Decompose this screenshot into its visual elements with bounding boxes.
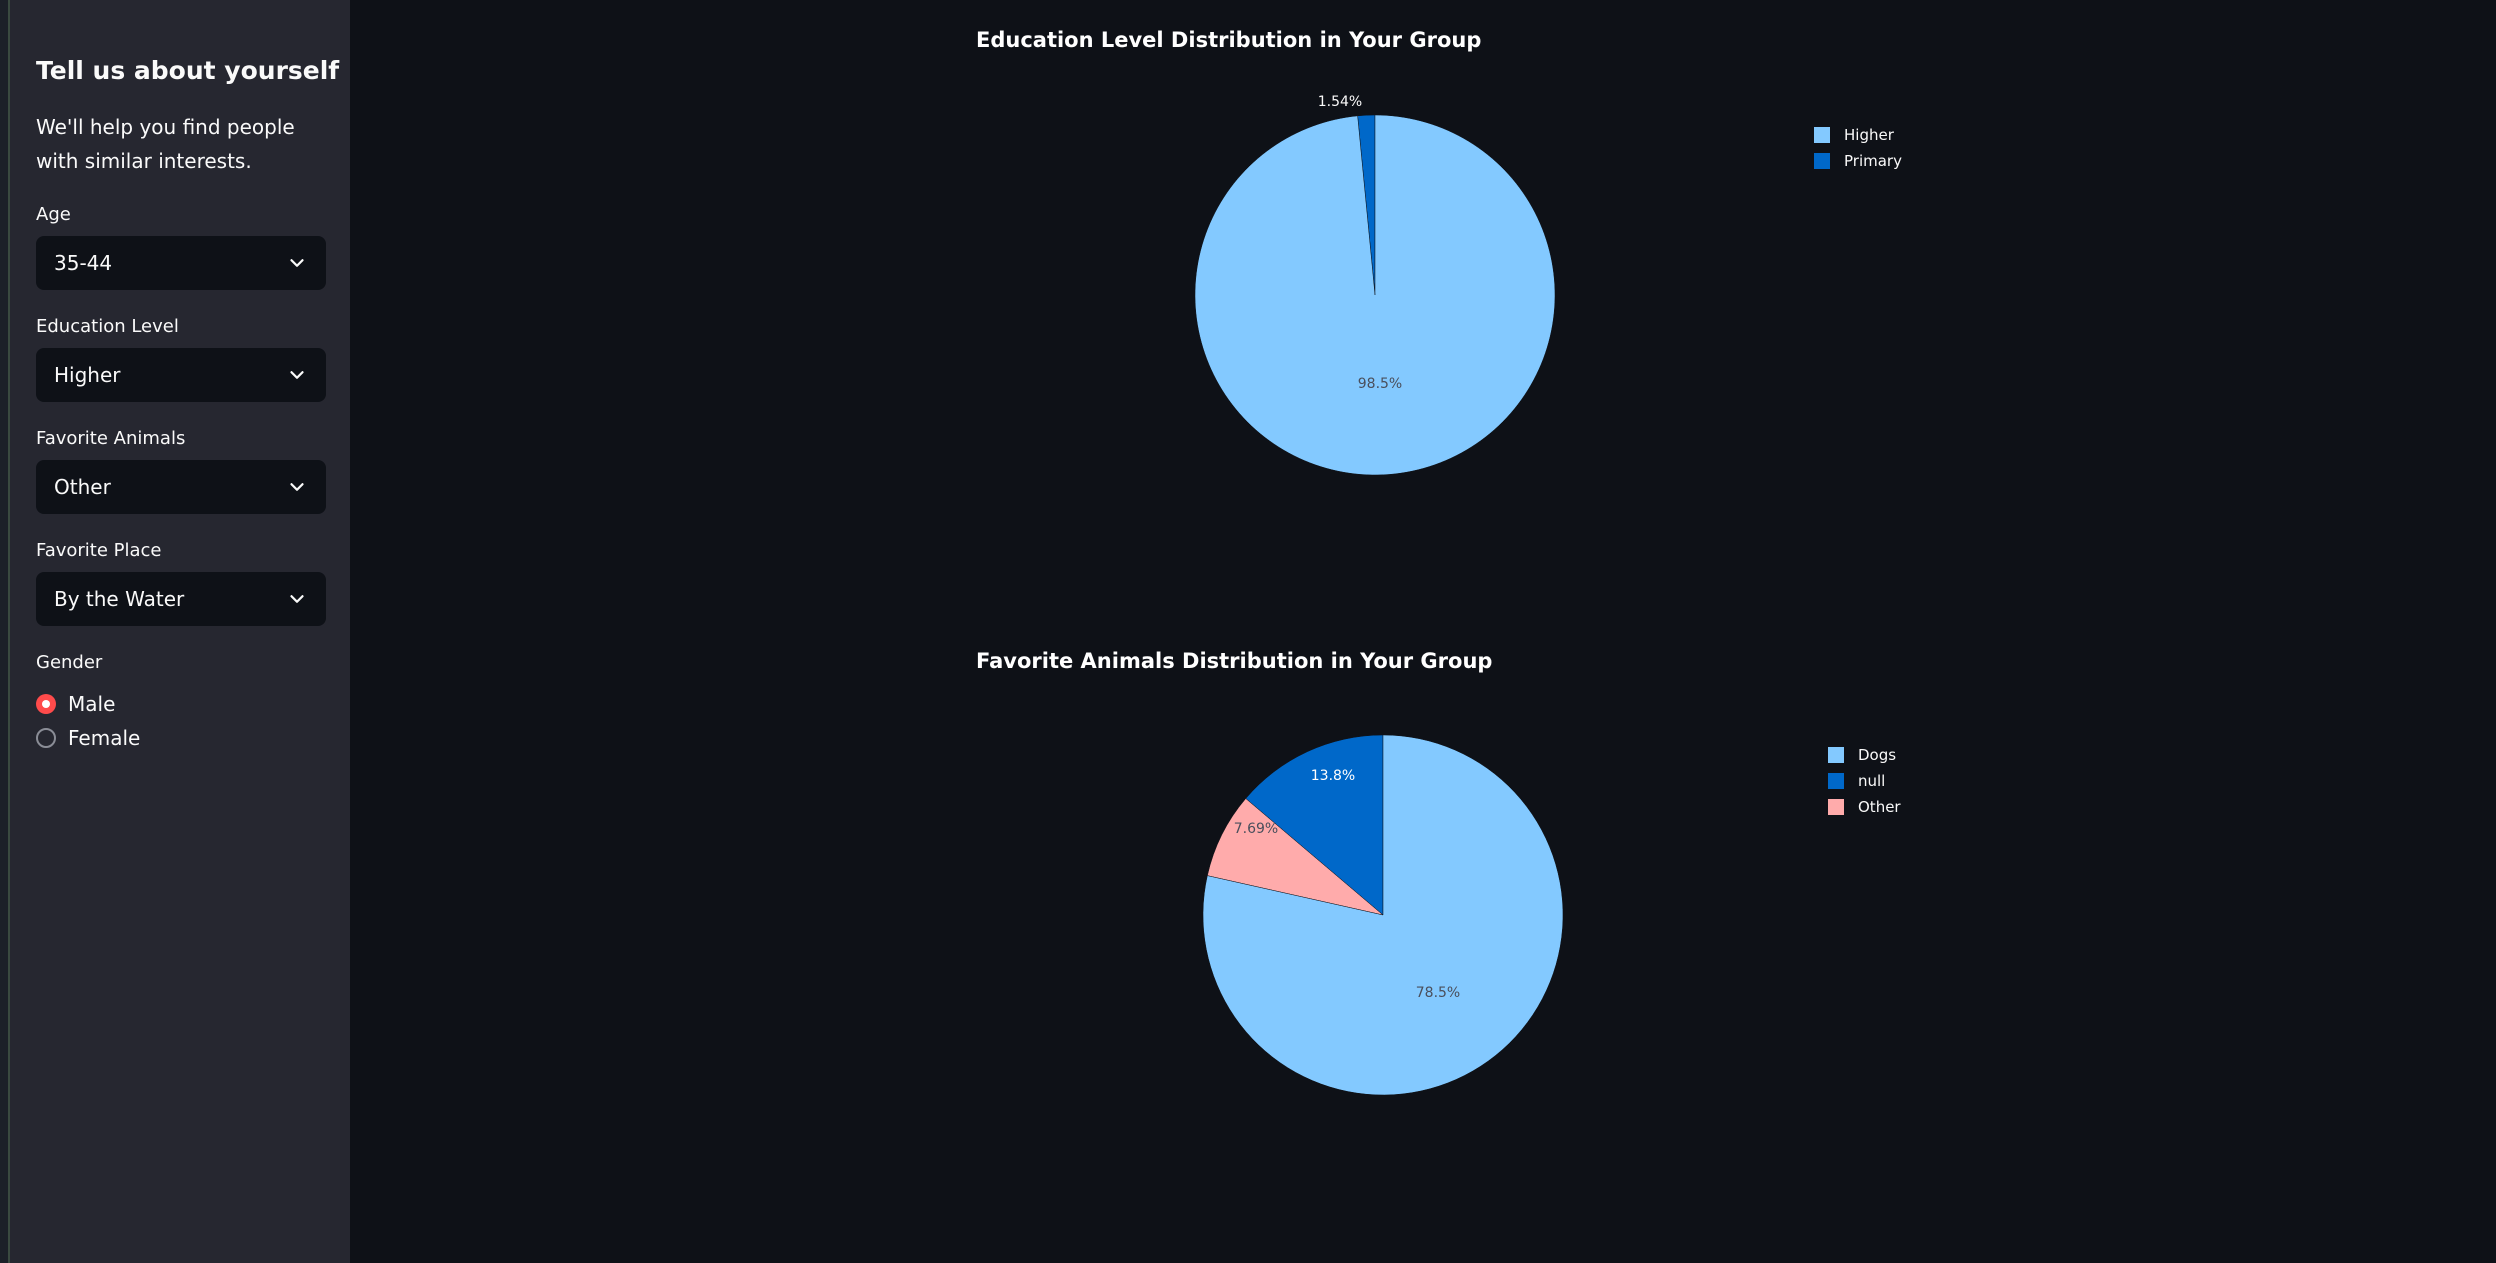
- pie-slice-dogs[interactable]: [1202, 734, 1564, 1096]
- legend-swatch: [1828, 747, 1844, 763]
- education-select-value: Higher: [54, 363, 121, 387]
- education-label: Education Level: [36, 316, 179, 337]
- legend-label: Higher: [1844, 126, 1894, 144]
- pie-data-label: 7.69%: [1234, 821, 1278, 837]
- legend-item-primary[interactable]: Primary: [1814, 151, 1902, 171]
- education-pie-chart: 98.5% 1.54%: [1194, 94, 1556, 476]
- gender-option-label: Female: [68, 726, 141, 750]
- animals-select-value: Other: [54, 475, 111, 499]
- gender-radio-male[interactable]: Male: [36, 692, 115, 716]
- age-select-value: 35-44: [54, 251, 113, 275]
- gender-option-label: Male: [68, 692, 116, 716]
- pie-data-label: 78.5%: [1416, 985, 1460, 1001]
- chevron-down-icon: [290, 595, 304, 603]
- sidebar-subtitle: We'll help you find people with similar …: [36, 115, 295, 173]
- place-label: Favorite Place: [36, 540, 162, 561]
- animals-label: Favorite Animals: [36, 428, 186, 449]
- sidebar-title: Tell us about yourself: [36, 56, 340, 85]
- education-select[interactable]: Higher: [36, 348, 326, 402]
- radio-unselected-icon[interactable]: [36, 728, 56, 748]
- pie-slice-higher[interactable]: [1194, 114, 1556, 476]
- legend-swatch: [1814, 153, 1830, 169]
- legend-item-null[interactable]: null: [1828, 771, 1901, 791]
- legend-swatch: [1828, 773, 1844, 789]
- pie-data-label: 98.5%: [1358, 376, 1402, 392]
- pie-data-label: 1.54%: [1318, 94, 1362, 110]
- legend-item-dogs[interactable]: Dogs: [1828, 745, 1901, 765]
- place-select-value: By the Water: [54, 587, 185, 611]
- age-label: Age: [36, 204, 71, 225]
- legend-label: null: [1858, 772, 1886, 790]
- pie-data-label: 13.8%: [1311, 768, 1355, 784]
- legend-label: Primary: [1844, 152, 1902, 170]
- legend-label: Dogs: [1858, 746, 1897, 764]
- animals-chart-title: Favorite Animals Distribution in Your Gr…: [976, 649, 1493, 673]
- sidebar: Tell us about yourself We'll help you fi…: [10, 0, 350, 1263]
- legend-label: Other: [1858, 798, 1901, 816]
- gender-radio-female[interactable]: Female: [36, 726, 140, 750]
- legend-item-other[interactable]: Other: [1828, 797, 1901, 817]
- legend-swatch: [1814, 127, 1830, 143]
- gender-label: Gender: [36, 652, 103, 673]
- chevron-down-icon: [290, 371, 304, 379]
- animals-legend: Dogs null Other: [1828, 745, 1901, 817]
- education-chart-title: Education Level Distribution in Your Gro…: [976, 28, 1482, 52]
- pie-slice-null[interactable]: [1245, 734, 1384, 916]
- radio-selected-icon[interactable]: [36, 694, 56, 714]
- age-select[interactable]: 35-44: [36, 236, 326, 290]
- legend-swatch: [1828, 799, 1844, 815]
- chevron-down-icon: [290, 259, 304, 267]
- animals-select[interactable]: Other: [36, 460, 326, 514]
- place-select[interactable]: By the Water: [36, 572, 326, 626]
- chevron-down-icon: [290, 483, 304, 491]
- legend-item-higher[interactable]: Higher: [1814, 125, 1902, 145]
- animals-pie-chart: 78.5% 13.8% 7.69%: [1202, 734, 1564, 1096]
- education-legend: Higher Primary: [1814, 125, 1902, 171]
- window-edge: [0, 0, 10, 1263]
